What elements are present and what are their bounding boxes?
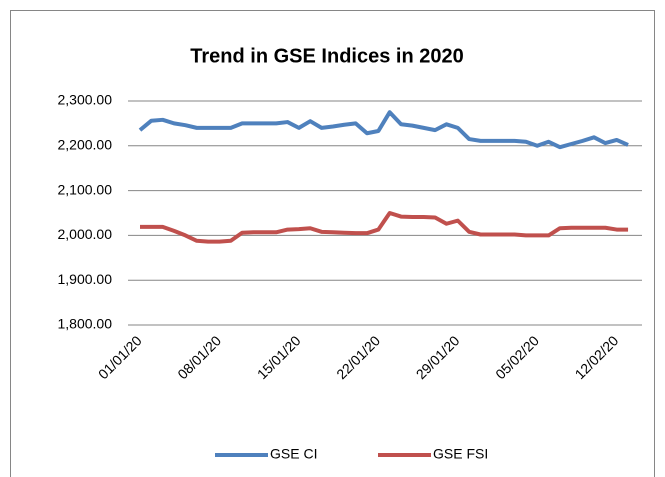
chart-title: Trend in GSE Indices in 2020	[190, 45, 463, 67]
y-tick-label: 2,100.00	[58, 181, 113, 197]
y-tick-label: 2,200.00	[58, 137, 113, 153]
legend-label: GSE FSI	[433, 446, 488, 462]
y-tick-label: 1,800.00	[58, 316, 113, 332]
series-line	[138, 110, 629, 150]
y-tick-label: 2,000.00	[58, 226, 113, 242]
chart-border	[10, 10, 655, 477]
legend-label: GSE CI	[270, 446, 317, 462]
y-tick-label: 2,300.00	[58, 92, 113, 108]
y-tick-label: 1,900.00	[58, 271, 113, 287]
series-line	[140, 211, 629, 244]
